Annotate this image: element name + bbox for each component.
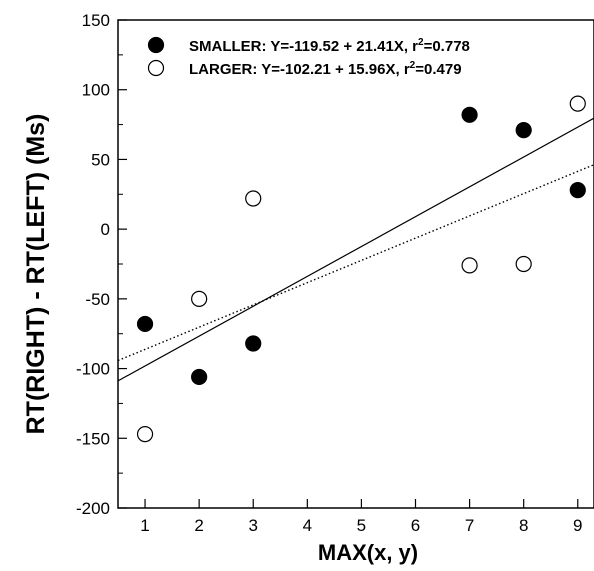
legend-entry-larger: LARGER: Y=-102.21 + 15.96X, r2=0.479 [147, 59, 462, 78]
y-tick-label: -150 [76, 429, 110, 448]
data-point-smaller [136, 315, 154, 333]
fit-line-smaller [117, 117, 594, 382]
legend-r2-smaller: =0.778 [424, 38, 470, 55]
x-tick-label: 6 [411, 516, 420, 535]
x-tick-label: 1 [140, 516, 149, 535]
legend-entry-smaller: SMALLER: Y=-119.52 + 21.41X, r2=0.778 [147, 36, 470, 55]
data-point-smaller [245, 335, 262, 352]
data-point-smaller [461, 106, 478, 123]
y-tick-label: 100 [82, 81, 110, 100]
data-point-smaller [191, 368, 208, 386]
legend-marker-larger [147, 59, 165, 77]
y-tick-label: 0 [101, 220, 110, 239]
x-tick-label: 2 [194, 516, 203, 535]
y-tick-label: -200 [76, 499, 110, 518]
x-tick-label: 3 [248, 516, 257, 535]
data-point-larger [515, 255, 532, 273]
data-point-larger [461, 257, 478, 274]
y-axis-title: RT(RIGHT) - RT(LEFT) (Ms) [22, 114, 50, 435]
data-point-larger [569, 95, 586, 112]
x-axis-title: MAX(x, y) [318, 540, 418, 565]
svg-text:SMALLER: Y=-119.52 + 21.41X, r: SMALLER: Y=-119.52 + 21.41X, r2=0.778 [189, 37, 470, 55]
y-tick-label: 50 [91, 150, 110, 169]
legend-label-smaller: SMALLER: Y=-119.52 + 21.41X, r [189, 38, 418, 55]
y-tick-label: 150 [82, 11, 110, 30]
fit-line-larger [117, 164, 594, 362]
legend: SMALLER: Y=-119.52 + 21.41X, r2=0.778 LA… [147, 36, 470, 78]
data-point-larger [245, 190, 262, 207]
x-tick-label: 9 [573, 516, 582, 535]
data-point-smaller [569, 182, 586, 199]
x-tick-label: 4 [303, 516, 312, 535]
x-tick-label: 7 [465, 516, 474, 535]
legend-r2-larger: =0.479 [415, 61, 461, 78]
y-tick-label: -50 [85, 290, 110, 309]
legend-marker-smaller [147, 36, 165, 54]
data-point-larger [136, 426, 154, 443]
data-point-larger [191, 290, 208, 307]
plot-area: -200 -150 -100 -50 0 50 100 150 1 2 3 4 5 6 7 8 9 [76, 11, 594, 535]
x-tick-label: 5 [357, 516, 366, 535]
data-point-smaller [515, 122, 532, 139]
legend-label-larger: LARGER: Y=-102.21 + 15.96X, r [189, 61, 410, 78]
x-tick-label: 8 [519, 516, 528, 535]
y-tick-label: -100 [76, 360, 110, 379]
svg-text:LARGER: Y=-102.21 + 15.96X, r2: LARGER: Y=-102.21 + 15.96X, r2=0.479 [189, 60, 462, 78]
